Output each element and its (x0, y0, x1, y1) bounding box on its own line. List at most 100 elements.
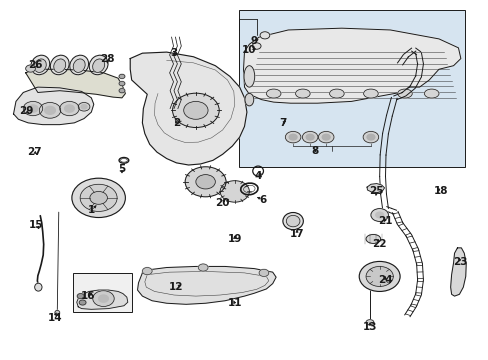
Circle shape (366, 134, 374, 140)
Ellipse shape (35, 283, 42, 291)
Polygon shape (137, 266, 276, 304)
Ellipse shape (119, 89, 124, 93)
Text: 14: 14 (47, 312, 62, 323)
Circle shape (172, 93, 219, 127)
Text: 10: 10 (242, 45, 256, 55)
Polygon shape (366, 184, 384, 193)
Circle shape (26, 65, 35, 72)
Text: 2: 2 (172, 118, 180, 128)
Circle shape (23, 102, 42, 116)
Circle shape (260, 32, 269, 39)
Ellipse shape (363, 89, 377, 98)
Ellipse shape (397, 89, 411, 98)
Text: 22: 22 (372, 239, 386, 249)
Ellipse shape (55, 310, 60, 315)
Ellipse shape (286, 215, 299, 227)
Text: 28: 28 (100, 54, 114, 64)
Text: 16: 16 (81, 291, 95, 301)
Circle shape (252, 43, 261, 49)
Circle shape (64, 105, 74, 112)
Ellipse shape (93, 59, 104, 72)
Text: 7: 7 (279, 118, 286, 128)
Circle shape (259, 269, 268, 276)
Ellipse shape (50, 55, 69, 75)
Ellipse shape (366, 234, 380, 243)
Text: 11: 11 (227, 298, 242, 308)
Text: 3: 3 (170, 48, 177, 58)
Circle shape (80, 184, 117, 211)
Text: 17: 17 (289, 229, 304, 239)
Circle shape (363, 131, 378, 143)
Circle shape (366, 266, 392, 287)
Ellipse shape (34, 59, 46, 72)
Ellipse shape (266, 89, 281, 98)
Ellipse shape (244, 93, 253, 106)
Polygon shape (243, 28, 460, 103)
FancyBboxPatch shape (238, 10, 464, 167)
Text: 12: 12 (169, 282, 183, 292)
Circle shape (302, 131, 317, 143)
Text: 21: 21 (378, 216, 392, 226)
Circle shape (196, 175, 215, 189)
Text: 23: 23 (453, 257, 467, 267)
Circle shape (183, 102, 207, 119)
Circle shape (370, 208, 387, 221)
Ellipse shape (119, 74, 124, 78)
Circle shape (185, 167, 225, 197)
Text: 26: 26 (28, 60, 42, 70)
Circle shape (28, 105, 38, 112)
Ellipse shape (244, 66, 254, 87)
Circle shape (318, 131, 333, 143)
Text: 29: 29 (20, 107, 34, 116)
Circle shape (288, 134, 296, 140)
Circle shape (90, 192, 107, 204)
FancyBboxPatch shape (73, 273, 131, 312)
Text: 24: 24 (377, 275, 392, 285)
Polygon shape (26, 69, 125, 98)
Text: 4: 4 (254, 171, 261, 181)
Text: 18: 18 (433, 186, 448, 196)
Text: 5: 5 (118, 164, 125, 174)
Circle shape (79, 300, 86, 305)
Circle shape (44, 107, 55, 114)
Text: 9: 9 (250, 36, 257, 46)
Polygon shape (14, 87, 94, 125)
Circle shape (39, 103, 61, 118)
Circle shape (220, 181, 249, 202)
Circle shape (305, 134, 313, 140)
Text: 27: 27 (27, 147, 41, 157)
Text: 25: 25 (369, 186, 383, 197)
Ellipse shape (366, 320, 373, 325)
Ellipse shape (89, 55, 108, 75)
Circle shape (142, 267, 152, 275)
Ellipse shape (329, 89, 344, 98)
Ellipse shape (283, 212, 303, 230)
Circle shape (81, 105, 87, 109)
Text: 15: 15 (29, 220, 43, 230)
Circle shape (60, 102, 79, 116)
Circle shape (72, 178, 125, 217)
Circle shape (322, 134, 329, 140)
Text: 19: 19 (227, 234, 242, 244)
Circle shape (78, 103, 90, 111)
Ellipse shape (424, 89, 438, 98)
Ellipse shape (119, 81, 124, 86)
Text: 20: 20 (215, 198, 229, 208)
Text: 1: 1 (87, 205, 95, 215)
Ellipse shape (295, 89, 309, 98)
Ellipse shape (54, 59, 65, 72)
Ellipse shape (70, 55, 88, 75)
Circle shape (359, 261, 399, 292)
Text: 8: 8 (311, 147, 318, 157)
Circle shape (77, 294, 84, 298)
Polygon shape (130, 52, 246, 165)
Polygon shape (450, 248, 465, 296)
Ellipse shape (31, 55, 50, 75)
Circle shape (93, 291, 114, 306)
Polygon shape (77, 290, 127, 309)
Circle shape (99, 295, 108, 302)
Circle shape (375, 212, 383, 218)
Text: 13: 13 (362, 322, 376, 332)
Circle shape (285, 131, 300, 143)
Text: 6: 6 (259, 195, 266, 204)
